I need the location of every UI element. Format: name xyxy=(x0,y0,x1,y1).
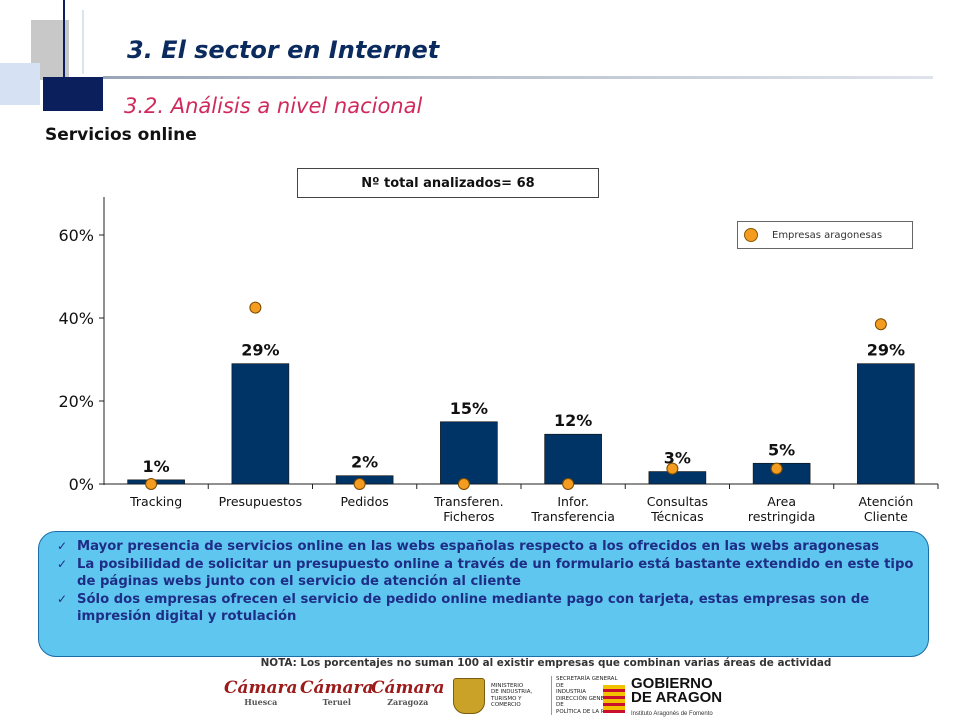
aragon-marker xyxy=(874,318,887,331)
aragon-marker xyxy=(249,301,262,314)
x-tick-label: Area xyxy=(767,494,796,509)
x-tick-label: Transferen. xyxy=(433,494,504,509)
bar-value-label: 15% xyxy=(450,399,488,418)
bar xyxy=(857,363,915,485)
secretaria-text: SECRETARÍA GENERAL DE INDUSTRIA DIRECCIÓN… xyxy=(551,676,618,715)
bar-value-label: 29% xyxy=(867,341,905,360)
checkmark-icon: ✓ xyxy=(57,557,68,571)
y-tick-label: 40% xyxy=(58,309,94,328)
bar-value-label: 2% xyxy=(351,453,378,472)
y-tick-label: 0% xyxy=(69,475,94,494)
bar xyxy=(440,421,498,485)
coat-of-arms-icon xyxy=(453,677,485,714)
bar-value-label: 29% xyxy=(241,341,279,360)
bar xyxy=(752,462,811,485)
camara-huesca-logo: Cámara Huesca xyxy=(224,678,298,707)
x-tick-label: Ficheros xyxy=(443,509,494,524)
checkmark-icon: ✓ xyxy=(57,592,68,606)
finding-item: ✓ Mayor presencia de servicios online en … xyxy=(57,538,916,555)
aragon-flag-icon xyxy=(603,685,625,713)
x-tick-label: Atención xyxy=(858,494,913,509)
finding-item: ✓ La posibilidad de solicitar un presupue… xyxy=(57,556,916,590)
finding-text: La posibilidad de solicitar un presupues… xyxy=(77,557,914,589)
legend-marker-icon xyxy=(744,228,758,242)
x-tick-label: Consultas xyxy=(647,494,708,509)
aragon-marker xyxy=(145,478,158,490)
bar-value-label: 3% xyxy=(664,449,691,468)
aragon-marker xyxy=(353,478,366,490)
page-subtitle: 3.2. Análisis a nivel nacional xyxy=(124,94,423,118)
x-tick-label: Técnicas xyxy=(650,509,704,524)
finding-item: ✓ Sólo dos empresas ofrecen el servicio d… xyxy=(57,591,916,625)
finding-text: Sólo dos empresas ofrecen el servicio de… xyxy=(77,592,870,624)
aragon-marker xyxy=(457,478,470,490)
services-bar-chart: 0% 20% 40% 60% 1% Tracking 29% Presupuestos 2% Pe… xyxy=(58,197,939,524)
x-tick-label: Cliente xyxy=(864,509,908,524)
x-tick-label: Presupuestos xyxy=(219,494,302,509)
finding-text: Mayor presencia de servicios online en l… xyxy=(77,539,880,554)
gobierno-aragon-logo: GOBIERNO DE ARAGON Instituto Aragonés de… xyxy=(603,676,722,721)
chart-legend: Empresas aragonesas xyxy=(737,221,913,249)
aragon-marker xyxy=(666,462,679,475)
ministerio-logo: MINISTERIO DE INDUSTRIA, TURISMO Y COMERCI… xyxy=(453,676,618,715)
section-heading: Servicios online xyxy=(45,125,197,145)
camara-teruel-logo: Cámara Teruel xyxy=(300,678,374,707)
bar xyxy=(544,433,602,485)
title-divider xyxy=(103,76,933,79)
bar xyxy=(231,363,290,485)
footnote: NOTA: Los porcentajes no suman 100 al ex… xyxy=(260,657,832,669)
total-analyzed-box: Nº total analizados= 68 xyxy=(297,168,599,198)
ministerio-text: MINISTERIO DE INDUSTRIA, TURISMO Y COMERCI… xyxy=(491,682,533,709)
page-title: 3. El sector en Internet xyxy=(127,36,440,64)
aragon-marker xyxy=(770,462,783,475)
findings-box: ✓ Mayor presencia de servicios online en … xyxy=(38,531,929,657)
aragon-marker xyxy=(562,478,575,490)
x-tick-label: restringida xyxy=(748,509,816,524)
x-tick-label: Tracking xyxy=(129,494,182,509)
bar-value-label: 1% xyxy=(143,457,170,476)
legend-label: Empresas aragonesas xyxy=(772,229,883,241)
checkmark-icon: ✓ xyxy=(57,539,68,553)
x-tick-label: Pedidos xyxy=(340,494,388,509)
total-analyzed-label: Nº total analizados= 68 xyxy=(361,175,535,191)
bar-value-label: 5% xyxy=(768,440,795,459)
x-tick-label: Transferencia xyxy=(530,509,615,524)
bar xyxy=(648,471,707,485)
bar-value-label: 12% xyxy=(554,411,592,430)
camara-zaragoza-logo: Cámara Zaragoza xyxy=(371,678,445,707)
y-tick-label: 20% xyxy=(58,392,94,411)
x-tick-label: Infor. xyxy=(557,494,589,509)
y-tick-label: 60% xyxy=(58,226,94,245)
